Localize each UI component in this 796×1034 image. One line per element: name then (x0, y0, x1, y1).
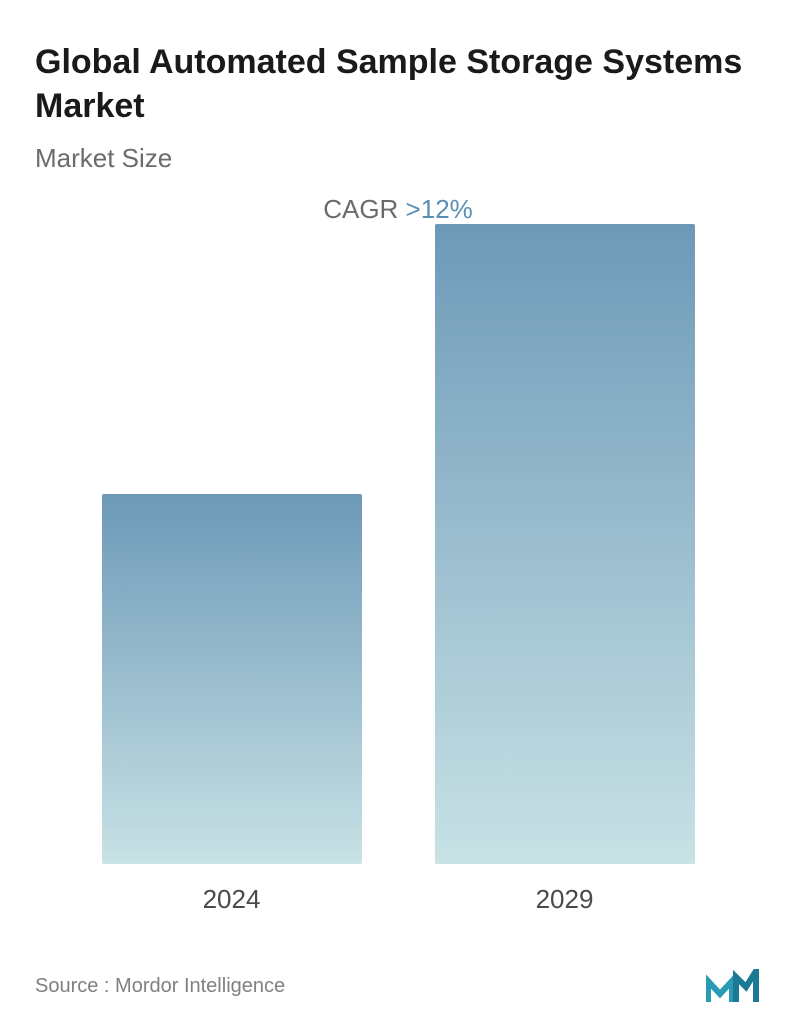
mordor-logo-icon (706, 969, 761, 1004)
cagr-value: >12% (406, 194, 473, 224)
cagr-label: CAGR (323, 194, 405, 224)
cagr-row: CAGR >12% (35, 194, 761, 225)
source-text: Source : Mordor Intelligence (35, 975, 285, 998)
chart-area: 2024 2029 (35, 275, 761, 915)
chart-title: Global Automated Sample Storage Systems … (35, 40, 761, 128)
bar-0 (102, 494, 362, 864)
chart-container: Global Automated Sample Storage Systems … (0, 0, 796, 1034)
footer: Source : Mordor Intelligence (35, 969, 761, 1004)
bar-label-0: 2024 (203, 884, 261, 915)
bar-1 (435, 224, 695, 864)
bar-group-0: 2024 (102, 494, 362, 915)
bar-group-1: 2029 (435, 224, 695, 915)
bar-label-1: 2029 (536, 884, 594, 915)
chart-subtitle: Market Size (35, 143, 761, 174)
